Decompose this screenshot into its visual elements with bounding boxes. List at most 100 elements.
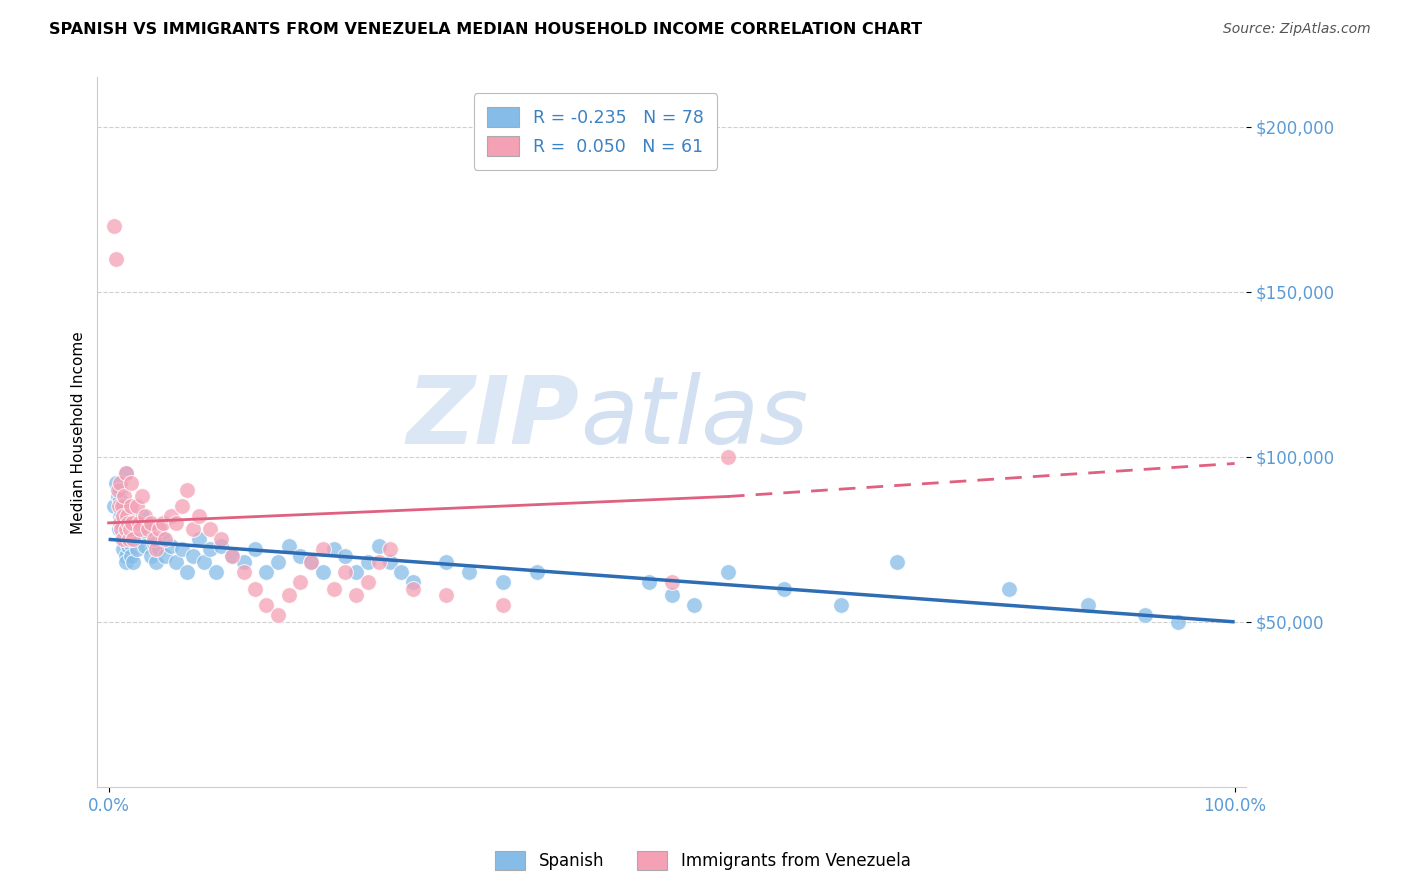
Point [125,542,148,557]
Point [492,575,515,590]
Point [187,533,209,547]
Point [356,575,378,590]
Point [114,467,136,481]
Point [187,509,209,524]
Point [145,542,167,557]
Point [204,566,226,580]
Point [198,523,221,537]
Point [118,535,141,549]
Point [129,523,152,537]
Point [232,556,254,570]
Point [288,575,311,590]
Point [112,490,135,504]
Point [118,533,141,547]
Point [122,556,145,570]
Point [221,549,243,563]
Point [170,542,193,557]
Point [108,509,131,524]
Point [117,539,139,553]
Point [322,542,344,557]
Point [120,549,142,563]
Point [176,483,198,497]
Point [122,533,145,547]
Point [105,252,128,266]
Point [111,500,134,514]
Point [717,450,740,464]
Point [128,516,150,530]
Point [170,500,193,514]
Point [125,500,148,514]
Point [103,219,125,233]
Point [153,549,176,563]
Point [176,566,198,580]
Point [112,542,135,557]
Point [181,523,204,537]
Point [111,533,134,547]
Point [108,476,131,491]
Point [1167,615,1189,629]
Point [134,539,156,553]
Point [108,483,131,497]
Point [108,492,131,507]
Point [107,500,129,514]
Y-axis label: Median Household Income: Median Household Income [72,331,86,533]
Point [118,509,141,524]
Point [232,566,254,580]
Point [254,566,277,580]
Point [367,539,389,553]
Point [1077,599,1099,613]
Point [153,533,176,547]
Point [159,509,181,524]
Point [117,516,139,530]
Point [105,476,128,491]
Point [322,582,344,596]
Point [209,539,232,553]
Point [277,539,299,553]
Point [129,529,152,543]
Point [159,539,181,553]
Point [344,589,367,603]
Text: Source: ZipAtlas.com: Source: ZipAtlas.com [1223,22,1371,37]
Point [118,523,141,537]
Point [114,467,136,481]
Point [243,582,266,596]
Point [311,566,333,580]
Point [111,519,134,533]
Point [134,509,156,524]
Point [107,483,129,497]
Point [288,549,311,563]
Point [198,542,221,557]
Point [266,608,288,623]
Point [717,566,740,580]
Point [141,549,163,563]
Point [108,516,131,530]
Point [367,556,389,570]
Point [165,516,187,530]
Point [152,516,174,530]
Point [115,509,138,524]
Point [661,575,683,590]
Point [401,582,423,596]
Point [401,575,423,590]
Point [165,556,187,570]
Point [436,556,458,570]
Point [107,490,129,504]
Point [1133,608,1156,623]
Point [152,533,174,547]
Point [886,556,908,570]
Point [120,500,142,514]
Point [209,533,232,547]
Point [114,556,136,570]
Point [193,556,215,570]
Point [998,582,1021,596]
Point [243,542,266,557]
Legend: Spanish, Immigrants from Venezuela: Spanish, Immigrants from Venezuela [489,844,917,877]
Text: atlas: atlas [579,373,808,464]
Point [145,556,167,570]
Point [436,589,458,603]
Point [148,523,170,537]
Point [311,542,333,557]
Point [333,549,356,563]
Text: SPANISH VS IMMIGRANTS FROM VENEZUELA MEDIAN HOUSEHOLD INCOME CORRELATION CHART: SPANISH VS IMMIGRANTS FROM VENEZUELA MED… [49,22,922,37]
Point [112,533,135,547]
